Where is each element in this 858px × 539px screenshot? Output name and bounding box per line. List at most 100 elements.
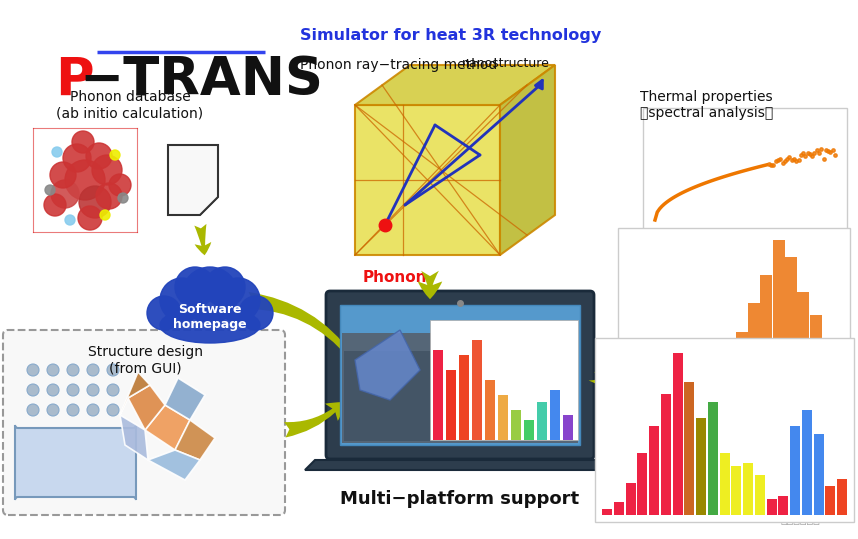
Circle shape [65,215,75,225]
Bar [743,463,753,515]
Point [778,157,792,165]
Point [806,152,819,161]
Bar [813,434,824,515]
Circle shape [160,278,204,322]
Point [794,151,807,160]
FancyBboxPatch shape [340,305,580,445]
Bar [446,370,456,440]
Text: P: P [55,55,94,107]
Polygon shape [168,145,218,215]
Bar [661,393,671,515]
Bar [433,350,443,440]
Bar [511,410,521,440]
Bar [524,420,534,440]
FancyBboxPatch shape [618,228,850,362]
Point [789,156,803,165]
FancyBboxPatch shape [595,338,854,522]
Circle shape [87,364,99,376]
Circle shape [65,160,105,200]
Circle shape [110,150,120,160]
Bar [797,292,809,355]
Text: Multi−platform support: Multi−platform support [341,490,579,508]
Circle shape [45,185,55,195]
Circle shape [147,296,181,330]
FancyBboxPatch shape [342,333,578,443]
Bar [766,499,776,515]
Polygon shape [500,65,555,255]
Bar [822,338,834,355]
Circle shape [47,384,59,396]
Point [824,147,837,156]
Bar [673,353,682,515]
Circle shape [118,193,128,203]
Bar [825,486,835,515]
Polygon shape [200,197,218,215]
Bar [472,340,482,440]
FancyBboxPatch shape [15,425,136,500]
Circle shape [78,206,102,230]
Point [773,155,787,163]
Bar [498,395,508,440]
Circle shape [216,278,260,322]
Text: Structure design
(from GUI): Structure design (from GUI) [88,345,202,375]
Circle shape [72,131,94,153]
Point [799,152,813,161]
Circle shape [27,404,39,416]
Point [819,146,833,154]
Circle shape [87,384,99,396]
Polygon shape [120,372,150,415]
Polygon shape [355,330,420,400]
Point [814,144,828,153]
Circle shape [87,404,99,416]
Bar [720,453,729,515]
Polygon shape [355,65,555,105]
Bar [696,418,706,515]
Bar [602,508,612,515]
Bar [760,274,772,355]
Polygon shape [355,105,500,255]
Circle shape [79,186,111,218]
FancyBboxPatch shape [326,291,594,459]
Circle shape [47,404,59,416]
Point [801,149,814,157]
Circle shape [67,404,79,416]
Point [792,156,806,165]
Point [764,161,778,169]
Polygon shape [145,405,190,450]
Bar [637,453,647,515]
Bar [755,474,764,515]
Text: nanostructure: nanostructure [462,57,550,70]
Bar [801,410,812,515]
Circle shape [63,144,91,172]
Point [785,156,799,164]
Circle shape [27,384,39,396]
Polygon shape [120,415,148,460]
Circle shape [175,267,215,307]
Circle shape [92,155,122,185]
Point [810,146,824,154]
Point [796,149,810,157]
FancyBboxPatch shape [429,462,491,471]
Bar [748,303,760,355]
Bar [684,382,694,515]
Point [828,151,842,160]
Point [807,149,821,157]
Point [803,150,817,158]
Point [813,149,826,157]
Text: 微纳尺度传热: 微纳尺度传热 [780,515,820,525]
Point [762,159,776,168]
Circle shape [96,183,122,209]
Point [771,155,785,164]
Polygon shape [175,420,215,460]
Circle shape [107,404,119,416]
Bar [563,415,573,440]
Point [776,159,789,168]
Text: Simulator for heat 3R technology: Simulator for heat 3R technology [300,28,601,43]
Text: Phonon ray−tracing method: Phonon ray−tracing method [300,58,498,72]
Bar [773,240,785,355]
Bar [810,315,822,355]
FancyBboxPatch shape [344,351,474,441]
Circle shape [107,384,119,396]
Circle shape [67,364,79,376]
Circle shape [205,267,245,307]
